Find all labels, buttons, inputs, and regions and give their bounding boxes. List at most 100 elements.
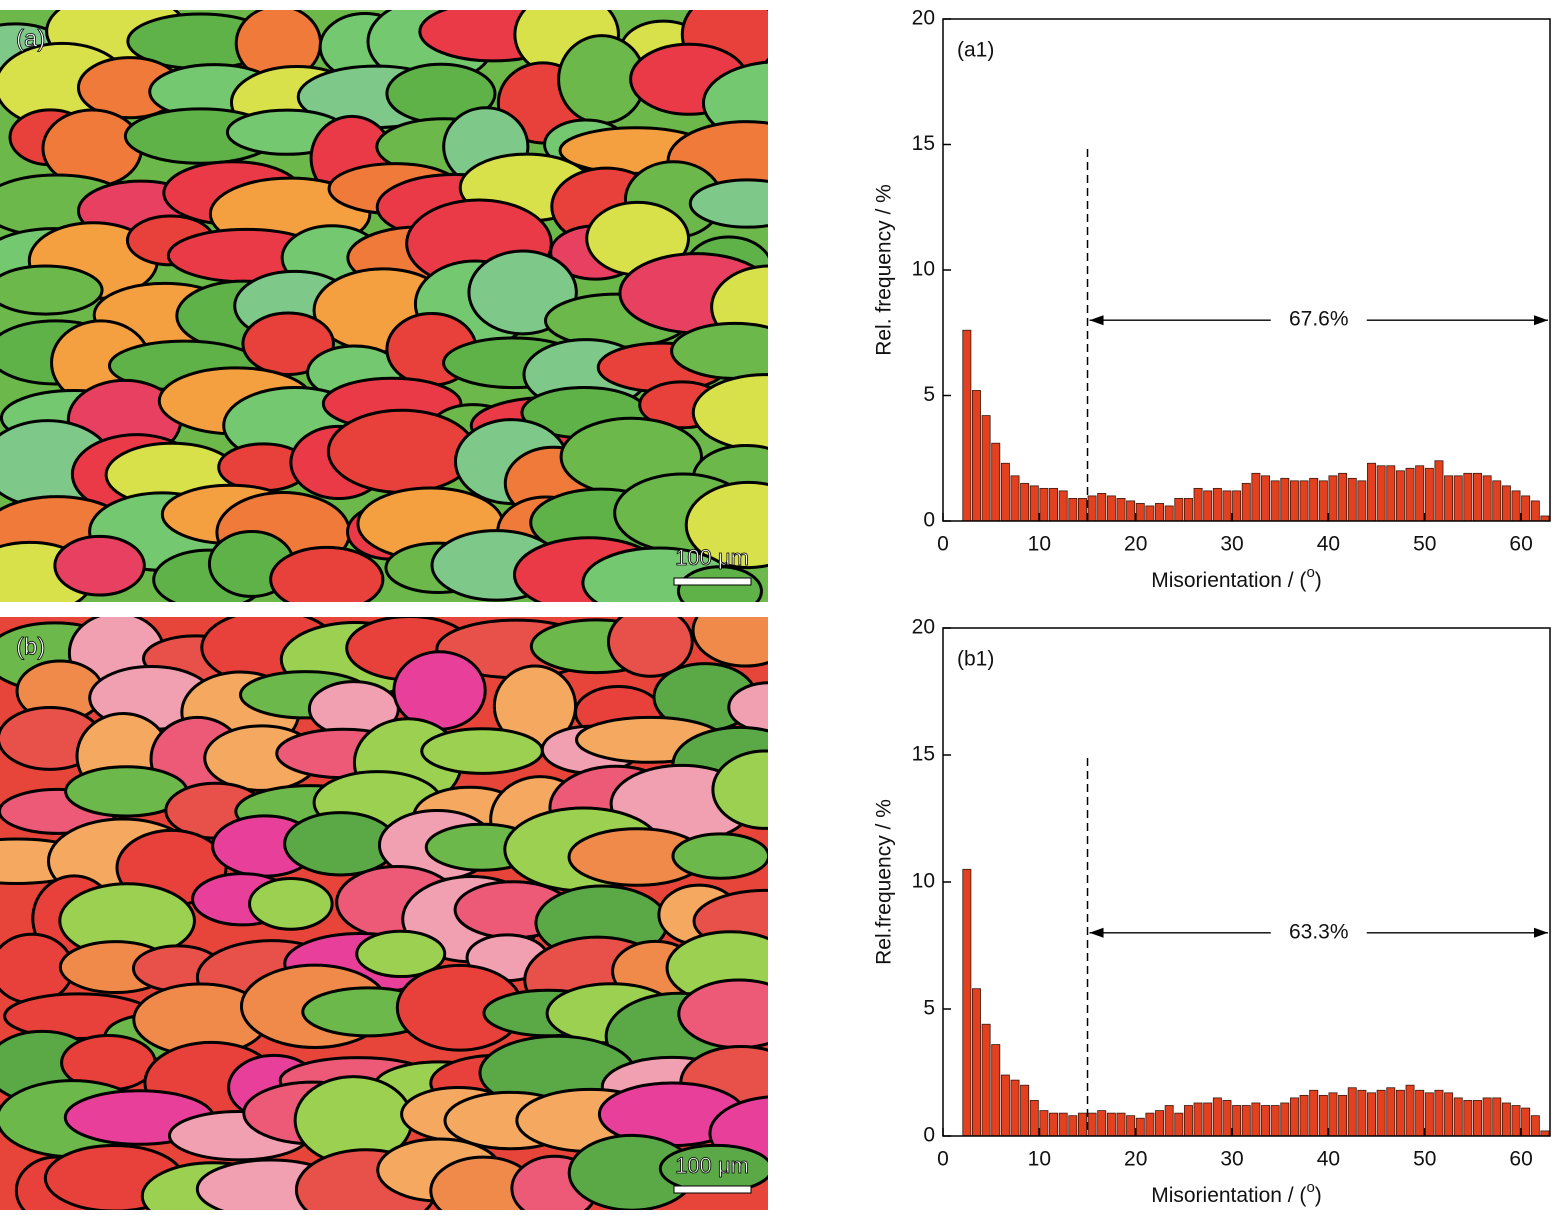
bar	[1309, 1089, 1319, 1137]
ebsd-map-a	[0, 10, 768, 602]
x-tick-label: 20	[1124, 1148, 1147, 1171]
y-axis-label: Rel. frequency / %	[873, 184, 896, 356]
bar	[1444, 1092, 1454, 1137]
bar	[1039, 1110, 1049, 1137]
bar	[1473, 472, 1482, 522]
bar	[1492, 480, 1502, 522]
grain	[691, 617, 768, 668]
grain	[53, 534, 146, 597]
scale-bar	[673, 577, 752, 586]
grain	[670, 321, 768, 380]
bar	[1106, 1112, 1116, 1137]
grain	[326, 408, 477, 494]
grain	[671, 832, 768, 880]
grain	[606, 617, 694, 678]
bar	[1444, 475, 1454, 522]
bar	[1424, 467, 1434, 522]
scale-bar-label: 100 μm	[675, 545, 749, 570]
bar	[1222, 1100, 1232, 1137]
bar	[1386, 465, 1396, 522]
bar	[1020, 1084, 1030, 1137]
bar	[1193, 1102, 1203, 1137]
grain	[0, 264, 104, 316]
bar	[1395, 470, 1405, 522]
bar	[1289, 480, 1299, 522]
bar	[1077, 1112, 1087, 1137]
y-tick-label: 20	[912, 616, 935, 639]
bar	[1164, 1105, 1174, 1137]
arrow-head	[1089, 927, 1104, 938]
x-tick-label: 60	[1509, 1148, 1532, 1171]
x-tick-label: 0	[937, 533, 949, 556]
bar	[1328, 475, 1338, 522]
bar	[1232, 1105, 1242, 1137]
grain	[677, 978, 768, 1050]
bar	[1029, 485, 1039, 522]
x-axis-label-part: o	[1306, 1179, 1314, 1196]
y-axis-label: Rel.frequency / %	[873, 799, 896, 965]
grain	[241, 311, 335, 376]
bar	[1299, 1094, 1309, 1137]
map-label: (b)	[16, 633, 45, 660]
bar	[1415, 1089, 1425, 1137]
bar	[1049, 487, 1059, 522]
x-tick-label: 10	[1028, 533, 1051, 556]
grain	[355, 929, 447, 979]
bar	[1482, 1097, 1492, 1137]
grain	[711, 749, 768, 830]
histogram-chart: 0 5 10 15 20 0 10 20 30 40 50 60 (b1) Rel.frequency /…	[873, 616, 1551, 1207]
arrow-head	[1089, 315, 1104, 326]
bar	[1049, 1112, 1059, 1137]
bar	[1453, 475, 1463, 522]
bar	[1463, 1100, 1473, 1137]
y-tick-label: 5	[923, 383, 935, 406]
bar	[1010, 475, 1020, 522]
bar	[1280, 1102, 1290, 1137]
ebsd-map-b	[0, 617, 768, 1210]
bar	[1318, 480, 1328, 522]
x-tick-label: 50	[1413, 533, 1436, 556]
grain	[248, 876, 334, 931]
x-axis-label-part: o	[1306, 564, 1314, 581]
bar	[1521, 1107, 1531, 1137]
bar	[972, 390, 981, 522]
bar	[1415, 465, 1425, 522]
bar	[1058, 1112, 1068, 1137]
x-tick-label: 30	[1220, 1148, 1243, 1171]
bar	[1251, 1102, 1261, 1137]
x-tick-label: 30	[1220, 533, 1243, 556]
grain	[688, 178, 768, 229]
y-tick-label: 5	[923, 997, 935, 1020]
x-axis-label-part: Misorientation / (	[1151, 1184, 1306, 1207]
bar	[1000, 462, 1010, 522]
bar	[1241, 1105, 1251, 1137]
bar	[1270, 480, 1280, 522]
y-tick-label: 20	[912, 7, 935, 30]
y-tick-label: 15	[912, 132, 935, 155]
bar	[1318, 1094, 1328, 1137]
x-axis-label: Misorientation / (o)	[1151, 1179, 1322, 1207]
bar	[1106, 495, 1116, 522]
bar	[1183, 498, 1193, 522]
bar	[1357, 480, 1367, 522]
bar	[1097, 1110, 1107, 1137]
bar	[1367, 462, 1376, 522]
bar	[1010, 1079, 1020, 1137]
bar	[1376, 465, 1386, 522]
bar	[1511, 1105, 1521, 1137]
bar	[1135, 503, 1145, 522]
bar	[981, 1023, 991, 1137]
panel-label: (b1)	[957, 648, 994, 671]
x-tick-label: 60	[1509, 533, 1532, 556]
bar	[1232, 490, 1242, 522]
scale-bar-label: 100 μm	[675, 1153, 749, 1178]
bar	[1309, 477, 1319, 522]
grain	[269, 545, 385, 602]
grain	[684, 480, 768, 570]
bar	[1530, 500, 1540, 522]
bar	[1521, 495, 1531, 522]
bar	[1540, 515, 1550, 522]
x-axis-label: Misorientation / (o)	[1151, 564, 1322, 592]
bar	[1405, 1084, 1415, 1137]
bar	[1087, 495, 1097, 522]
